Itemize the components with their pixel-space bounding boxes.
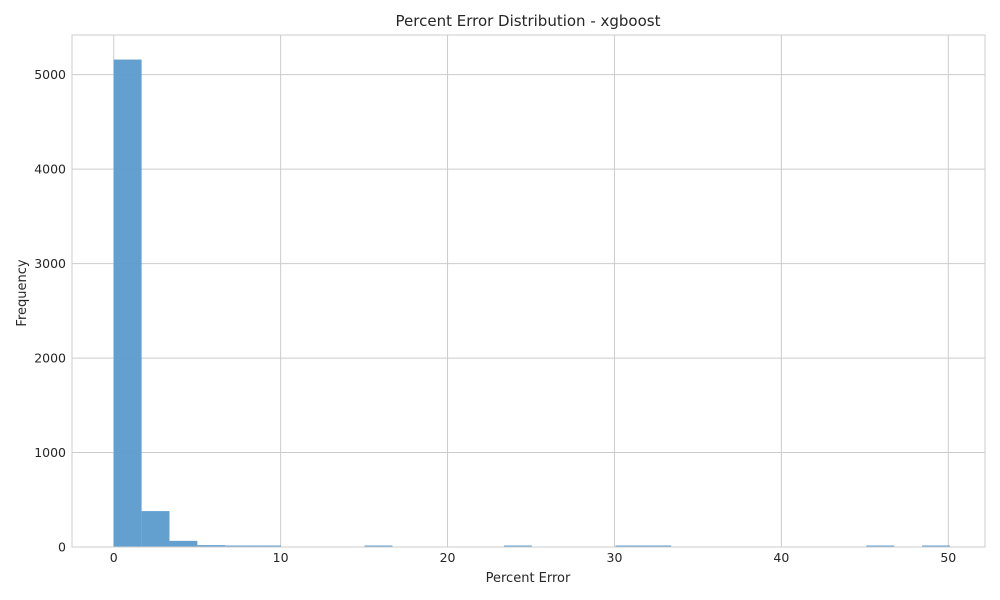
y-tick-label: 4000 bbox=[34, 162, 66, 177]
x-tick-label: 30 bbox=[607, 550, 623, 565]
x-tick-label: 20 bbox=[440, 550, 456, 565]
y-tick-label: 3000 bbox=[34, 256, 66, 271]
histogram-bar bbox=[615, 545, 644, 547]
y-tick-label: 0 bbox=[58, 540, 66, 555]
x-tick-label: 40 bbox=[773, 550, 789, 565]
histogram-bar bbox=[225, 545, 254, 547]
histogram-bar bbox=[141, 511, 170, 547]
y-tick-label: 1000 bbox=[34, 445, 66, 460]
x-tick-label: 0 bbox=[110, 550, 118, 565]
histogram-bar bbox=[866, 545, 895, 547]
x-tick-label: 50 bbox=[940, 550, 956, 565]
y-tick-label: 2000 bbox=[34, 351, 66, 366]
grid-lines bbox=[72, 35, 985, 548]
histogram-bars bbox=[113, 59, 950, 548]
histogram-bar bbox=[169, 540, 198, 547]
x-axis-label: Percent Error bbox=[486, 571, 571, 586]
histogram-bar bbox=[922, 545, 950, 547]
y-axis-ticks: 0 1000 2000 3000 4000 5000 bbox=[34, 67, 66, 554]
y-tick-label: 5000 bbox=[34, 67, 66, 82]
histogram-bar bbox=[197, 545, 226, 547]
x-tick-label: 10 bbox=[273, 550, 289, 565]
histogram-bar bbox=[503, 545, 532, 547]
histogram-bar bbox=[253, 545, 281, 547]
x-axis-ticks: 0 10 20 30 40 50 bbox=[110, 550, 957, 565]
y-axis-label: Frequency bbox=[15, 259, 30, 326]
chart-title: Percent Error Distribution - xgboost bbox=[396, 12, 661, 30]
histogram-bar bbox=[364, 545, 393, 547]
histogram-bar bbox=[113, 59, 142, 548]
histogram-bar bbox=[643, 545, 672, 547]
plot-area-frame bbox=[71, 34, 986, 548]
